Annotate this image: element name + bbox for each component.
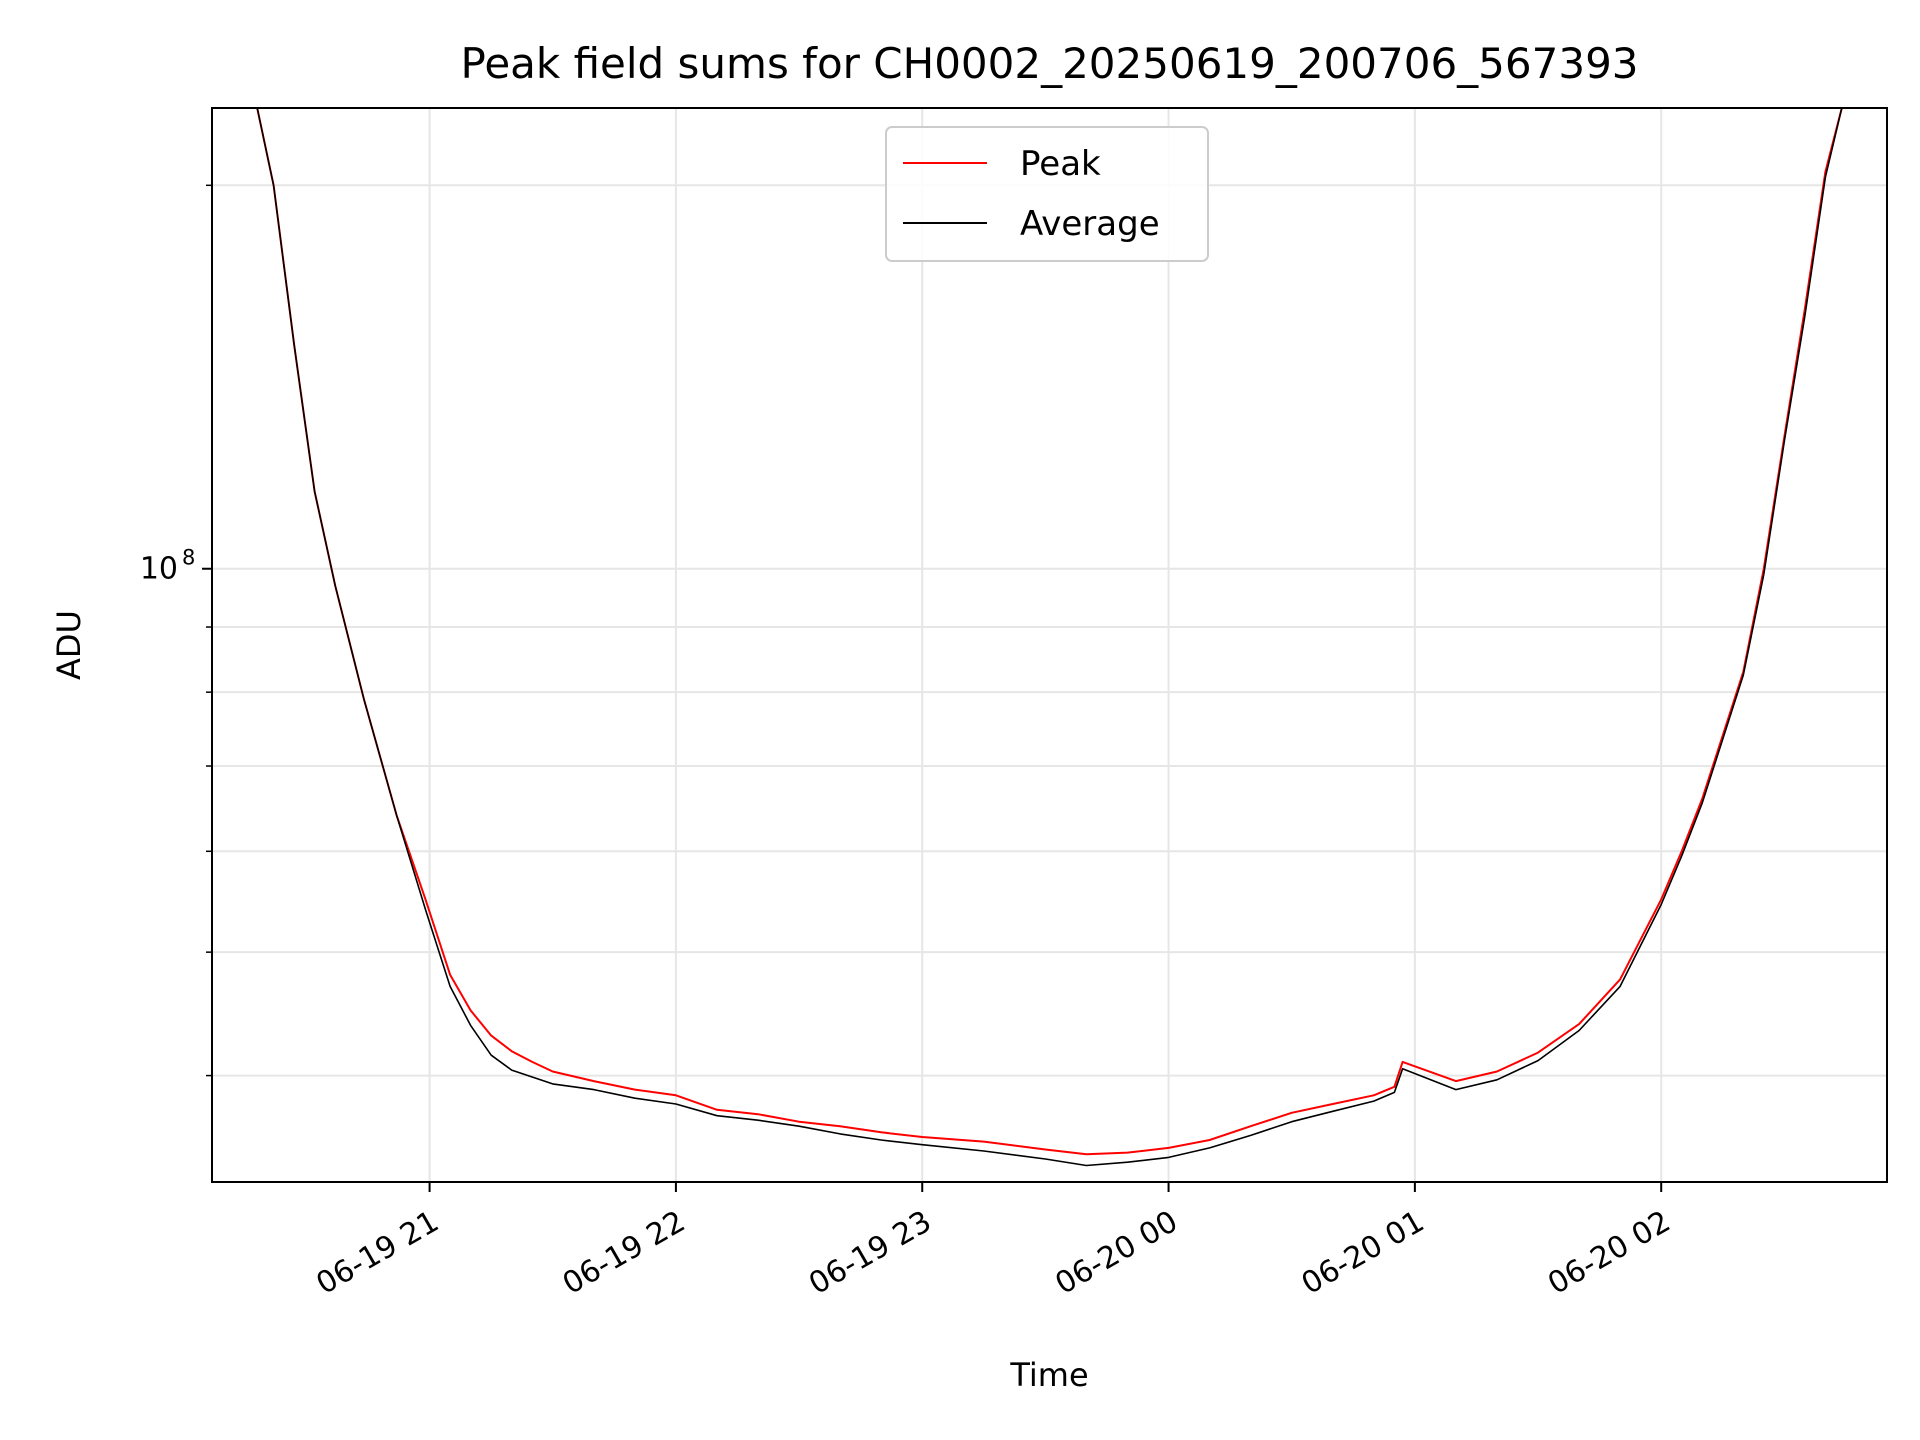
legend-label-average: Average xyxy=(1020,204,1160,244)
y-axis-label: ADU xyxy=(50,610,88,680)
chart-title: Peak field sums for CH0002_20250619_2007… xyxy=(460,39,1638,88)
y-tick-base: 10 xyxy=(140,552,178,587)
series-line-peak xyxy=(256,108,1843,1156)
series-line-average xyxy=(256,108,1843,1167)
grid xyxy=(212,108,1887,1182)
x-axis-label: Time xyxy=(1009,1356,1088,1394)
legend: Peak Average xyxy=(885,126,1209,262)
legend-label-peak: Peak xyxy=(1020,144,1101,184)
y-tick-label: 10 8 xyxy=(140,546,196,587)
plot-frame xyxy=(211,107,1888,1183)
legend-box xyxy=(885,126,1209,262)
series-group xyxy=(256,108,1843,1167)
y-tick-exponent: 8 xyxy=(182,546,195,570)
